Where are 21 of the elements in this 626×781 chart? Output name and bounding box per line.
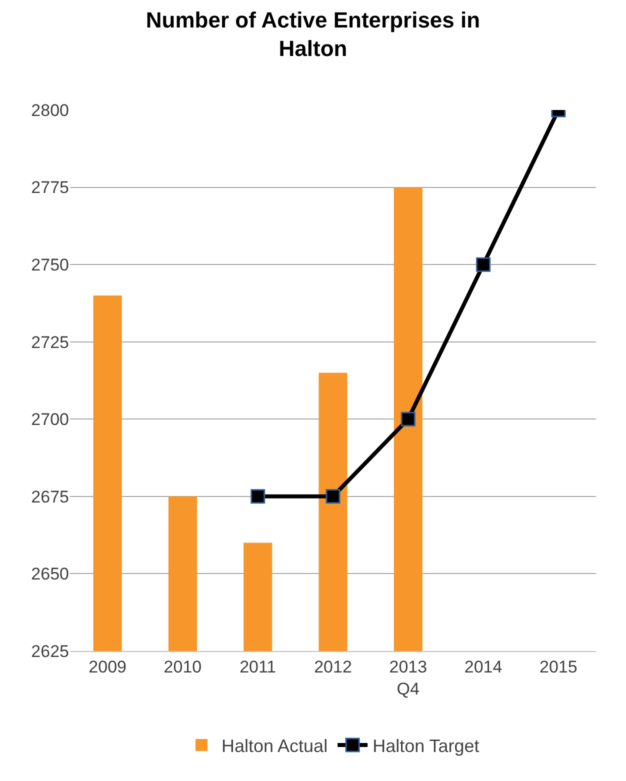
point: [326, 489, 340, 504]
point: [400, 412, 416, 426]
x-tick-label: 2010: [164, 657, 202, 676]
x-tick-label: 2012: [314, 657, 352, 676]
y-tick-label: 2725: [31, 332, 69, 352]
y-tick-label: 2700: [31, 410, 69, 430]
x-tick-label: 2014: [464, 657, 502, 676]
y-tick-label: 2800: [31, 100, 69, 120]
x-tick-label: 2011: [240, 657, 276, 676]
y-tick-label: 2625: [31, 642, 69, 661]
y-tick-label: 2650: [31, 564, 69, 584]
y-tick-label: 2750: [31, 256, 69, 275]
x-tick-label: 2009: [88, 657, 126, 676]
legend-label: Halton Target: [372, 736, 480, 756]
y-tick-label: 2775: [31, 178, 69, 198]
legend-label: Halton Actual: [222, 736, 328, 756]
x-tick-label: 2013 Q4: [389, 657, 428, 698]
y-tick-label: 2675: [31, 487, 69, 506]
x-tick-label: 2015: [540, 657, 578, 676]
chart-title: Number of Active Enterprises in Halton: [146, 7, 480, 61]
point: [250, 489, 266, 504]
